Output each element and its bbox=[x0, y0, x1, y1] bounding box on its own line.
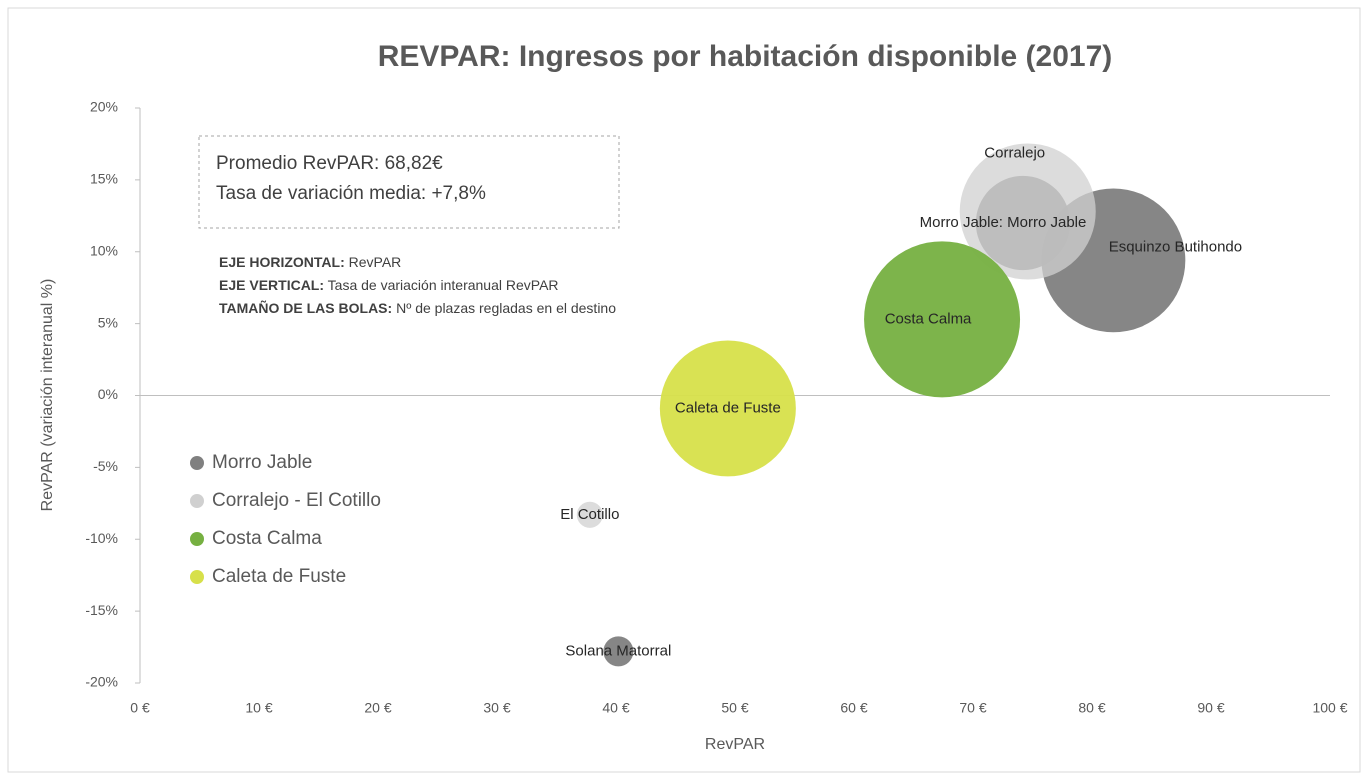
x-tick-label: 40 € bbox=[602, 700, 629, 716]
note-text: Tasa de variación interanual RevPAR bbox=[324, 277, 559, 293]
x-tick-label: 20 € bbox=[364, 700, 391, 716]
y-tick-label: 15% bbox=[90, 171, 118, 187]
legend-marker bbox=[190, 532, 204, 546]
x-tick-label: 0 € bbox=[130, 700, 150, 716]
annotation: Promedio RevPAR: 68,82€ bbox=[216, 153, 443, 174]
note-text: RevPAR bbox=[345, 254, 402, 270]
bubble-label: Solana Matorral bbox=[565, 642, 671, 659]
legend-label: Costa Calma bbox=[212, 528, 322, 549]
annotation: Tasa de variación media: +7,8% bbox=[216, 183, 486, 204]
note: EJE HORIZONTAL: RevPAR bbox=[219, 254, 401, 270]
x-tick-label: 10 € bbox=[245, 700, 272, 716]
note-text: Nº de plazas regladas en el destino bbox=[392, 300, 616, 316]
note-label: EJE HORIZONTAL: bbox=[219, 254, 345, 270]
note-label: EJE VERTICAL: bbox=[219, 277, 324, 293]
y-tick-label: 5% bbox=[98, 314, 118, 330]
x-axis-label: RevPAR bbox=[705, 736, 765, 753]
bubble-label: Caleta de Fuste bbox=[675, 399, 781, 416]
chart-title: REVPAR: Ingresos por habitación disponib… bbox=[378, 40, 1113, 73]
legend-label: Corralejo - El Cotillo bbox=[212, 490, 381, 511]
y-tick-label: -15% bbox=[85, 602, 118, 618]
bubble bbox=[603, 636, 634, 667]
y-axis-label: RevPAR (variación interanual %) bbox=[39, 279, 56, 512]
x-tick-label: 90 € bbox=[1197, 700, 1224, 716]
y-tick-label: -10% bbox=[85, 530, 118, 546]
bubble-label: Costa Calma bbox=[885, 310, 972, 327]
y-tick-label: 20% bbox=[90, 99, 118, 115]
note-label: TAMAÑO DE LAS BOLAS: bbox=[219, 299, 392, 316]
x-tick-label: 100 € bbox=[1312, 700, 1347, 716]
legend-label: Morro Jable bbox=[212, 452, 312, 473]
bubble bbox=[576, 501, 603, 528]
legend-marker bbox=[190, 456, 204, 470]
bubble-label: Morro Jable: Morro Jable bbox=[920, 214, 1087, 231]
bubble-label: Corralejo bbox=[984, 144, 1045, 161]
y-tick-label: 0% bbox=[98, 386, 118, 402]
y-tick-label: 10% bbox=[90, 242, 118, 258]
annotation-box bbox=[198, 135, 620, 229]
x-tick-label: 30 € bbox=[483, 700, 510, 716]
note: EJE VERTICAL: Tasa de variación interanu… bbox=[219, 277, 559, 293]
bubble-label: El Cotillo bbox=[560, 506, 619, 523]
x-tick-label: 50 € bbox=[721, 700, 748, 716]
x-tick-label: 80 € bbox=[1078, 700, 1105, 716]
y-tick-label: -20% bbox=[85, 674, 118, 690]
legend-marker bbox=[190, 570, 204, 584]
bubble bbox=[864, 241, 1021, 398]
x-tick-label: 60 € bbox=[840, 700, 867, 716]
note: TAMAÑO DE LAS BOLAS: Nº de plazas reglad… bbox=[219, 299, 616, 316]
bubble bbox=[659, 340, 796, 477]
bubble bbox=[959, 143, 1096, 280]
bubble-label: Esquinzo Butihondo bbox=[1109, 238, 1242, 255]
x-tick-label: 70 € bbox=[959, 700, 986, 716]
legend-label: Caleta de Fuste bbox=[212, 566, 346, 587]
legend-marker bbox=[190, 494, 204, 508]
y-tick-label: -5% bbox=[93, 458, 118, 474]
